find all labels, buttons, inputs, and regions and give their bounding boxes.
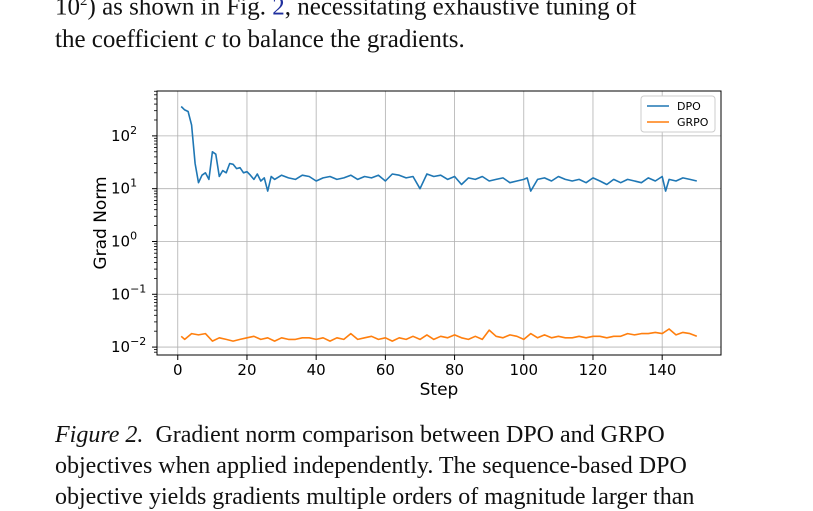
x-tick-label: 120	[579, 361, 608, 379]
body-text-line-1: 102) as shown in Fig. 2, necessitating e…	[55, 0, 637, 22]
y-tick-label: 100	[111, 229, 137, 250]
chart-legend: DPO GRPO	[640, 95, 716, 133]
text-fragment: , necessitating exhaustive tuning of	[284, 0, 637, 21]
legend-box	[640, 95, 716, 133]
caption-line-1: Figure 2. Gradient norm comparison betwe…	[55, 421, 665, 449]
text-fragment: to balance the gradients.	[215, 26, 465, 53]
y-tick-label: 102	[111, 124, 137, 145]
caption-text: Gradient norm comparison between DPO and…	[155, 422, 665, 448]
caption-line-3: objective yields gradients multiple orde…	[55, 484, 695, 510]
chart-grid	[157, 91, 721, 355]
math-variable: c	[204, 26, 216, 53]
caption-line-2: objectives when applied independently. T…	[55, 453, 687, 479]
legend-entry-dpo: DPO	[677, 100, 701, 113]
x-axis-label: Step	[420, 380, 459, 400]
x-tick-label: 40	[307, 361, 326, 379]
y-tick-label: 10−2	[111, 335, 146, 356]
x-tick-label: 80	[445, 361, 464, 379]
x-tick-label: 140	[648, 361, 677, 379]
text-fragment: ) as shown in Fig.	[87, 0, 273, 21]
x-tick-label: 60	[376, 361, 395, 379]
legend-entry-grpo: GRPO	[677, 116, 709, 129]
x-tick-label: 20	[237, 361, 256, 379]
text-fragment: the coefficient	[55, 26, 205, 53]
grad-norm-chart: 0 20 40 60 80 100 120 140 10−2 10−1 100 101 102 Step…	[91, 90, 722, 400]
chart-ticks: 0 20 40 60 80 100 120 140 10−2 10−1 100 101 102	[111, 90, 677, 379]
text-fragment: 10	[55, 0, 80, 21]
body-text-line-2: the coefficient c to balance the gradien…	[55, 25, 465, 55]
plot-frame	[156, 90, 722, 356]
series-line-dpo	[180, 105, 697, 192]
figure-reference-link[interactable]: 2	[272, 0, 285, 21]
exponent: 2	[80, 0, 88, 9]
chart-series	[180, 105, 698, 342]
y-tick-label: 10−1	[111, 282, 146, 303]
x-tick-label: 100	[509, 361, 538, 379]
y-axis-label: Grad Norm	[91, 176, 111, 269]
y-tick-label: 101	[111, 177, 137, 198]
figure-label: Figure 2.	[55, 422, 144, 448]
x-tick-label: 0	[173, 361, 183, 379]
series-line-grpo	[180, 328, 698, 342]
